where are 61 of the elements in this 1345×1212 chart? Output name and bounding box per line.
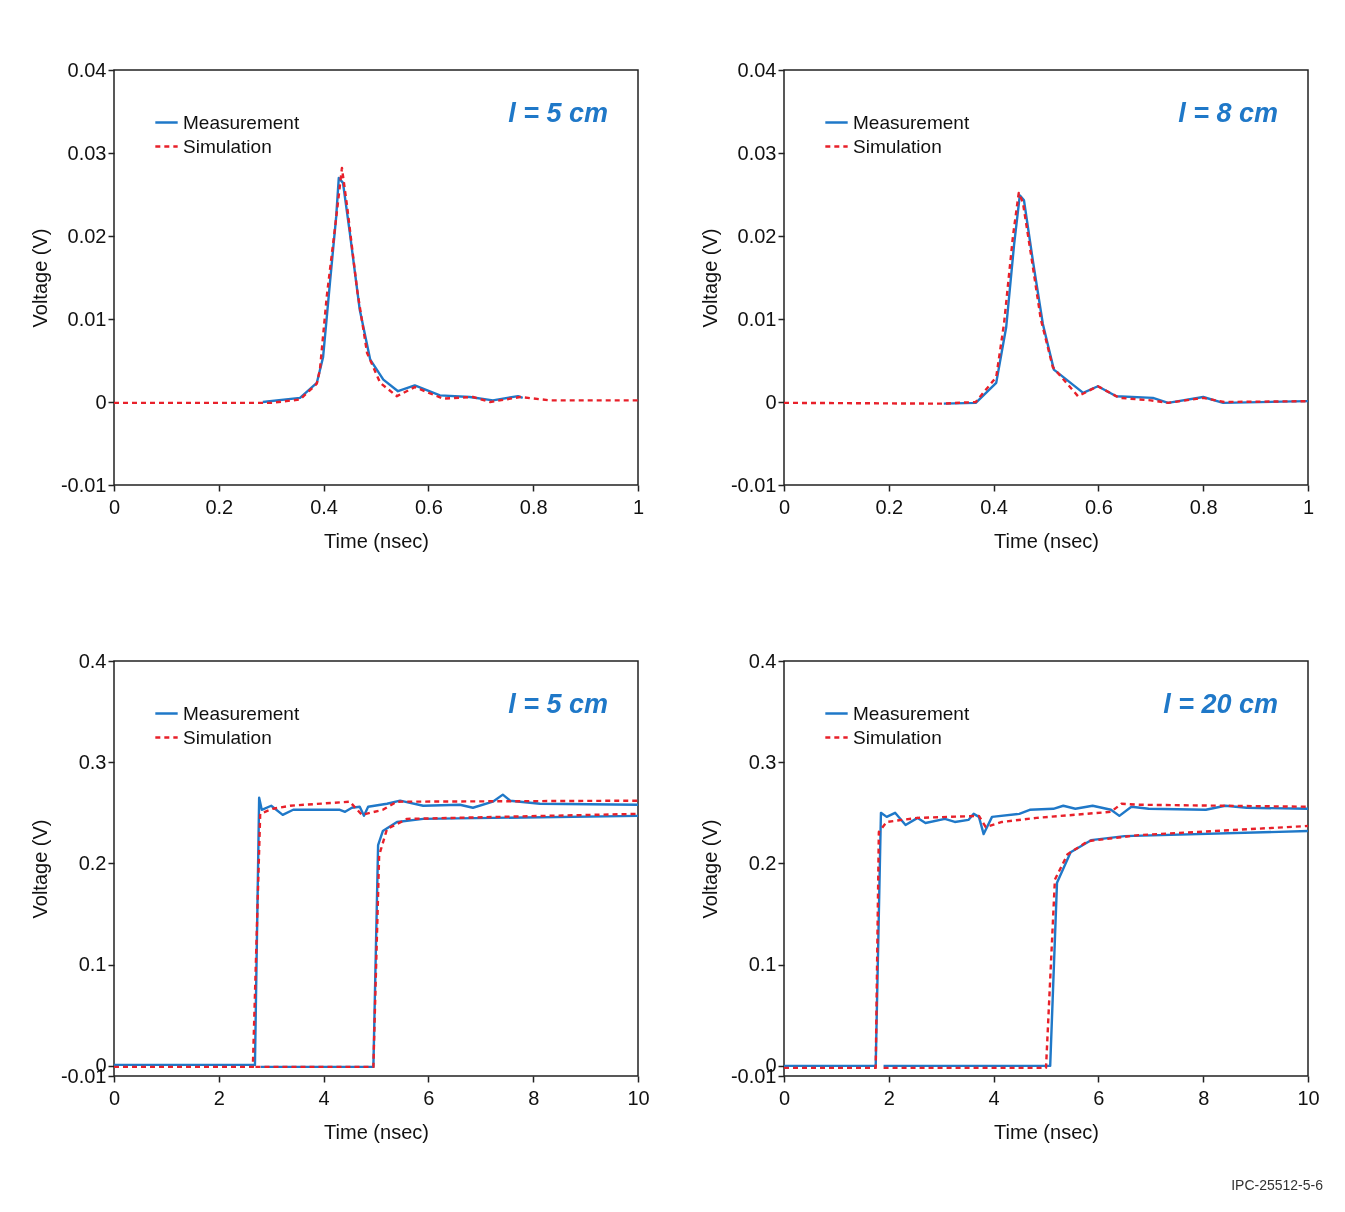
x-tick-label: 0.8 [1189,495,1218,518]
x-tick-label: 0.4 [980,495,1009,518]
x-tick-label: 0.6 [414,495,443,518]
x-tick-label: 1 [1302,495,1315,518]
x-axis-title: Time (nsec) [994,529,1099,552]
annotation: l = 8 cm [1178,98,1278,128]
y-tick-label: 0.02 [67,224,107,247]
y-tick-label: 0.1 [78,953,107,976]
y-axis-title: Voltage (V) [28,228,51,328]
x-tick-label: 6 [423,1086,435,1109]
y-tick-label: 0.04 [737,58,777,81]
y-tick-label: 0.04 [67,58,107,81]
x-axis-title: Time (nsec) [994,1120,1099,1143]
legend-label: Measurement [853,111,970,133]
y-tick-label: -0.01 [60,473,107,496]
y-tick-label: 0.3 [748,750,777,773]
y-tick-label: 0.02 [737,224,777,247]
x-tick-label: 1 [632,495,645,518]
legend-label: Measurement [183,111,300,133]
y-tick-label: 0 [95,390,107,413]
y-tick-label: -0.01 [730,473,777,496]
x-tick-label: 0.6 [1084,495,1113,518]
y-tick-label: 0 [765,390,777,413]
x-tick-label: 10 [627,1086,650,1109]
x-tick-label: 8 [1198,1086,1210,1109]
x-tick-label: 2 [213,1086,225,1109]
x-tick-label: 10 [1297,1086,1320,1109]
annotation: l = 5 cm [508,689,608,719]
x-tick-label: 0.8 [519,495,548,518]
x-tick-label: 4 [318,1086,330,1109]
annotation: l = 5 cm [508,98,608,128]
y-tick-label: 0.03 [737,141,777,164]
x-tick-label: 2 [883,1086,895,1109]
y-tick-label: 0.01 [67,307,107,330]
legend-label: Simulation [183,726,272,748]
y-tick-label: 0.01 [737,307,777,330]
legend-label: Simulation [183,135,272,157]
y-tick-label: 0.03 [67,141,107,164]
y-axis-title: Voltage (V) [698,819,721,919]
y-tick-label: 0.4 [748,649,777,672]
x-tick-label: 0.4 [310,495,339,518]
x-tick-label: 8 [528,1086,540,1109]
text: IPC-25512-5-6 [1231,1177,1324,1193]
x-tick-label: 0.2 [205,495,234,518]
x-axis-title: Time (nsec) [324,529,429,552]
y-tick-label: 0.4 [78,649,107,672]
legend-label: Measurement [183,702,300,724]
y-axis-title: Voltage (V) [698,228,721,328]
x-tick-label: 0.2 [875,495,904,518]
x-tick-label: 4 [988,1086,1000,1109]
legend-label: Measurement [853,702,970,724]
y-tick-label: 0.1 [748,953,777,976]
x-tick-label: 6 [1093,1086,1105,1109]
legend-label: Simulation [853,726,942,748]
x-axis-title: Time (nsec) [324,1120,429,1143]
y-tick-label: 0.2 [78,851,107,874]
legend-label: Simulation [853,135,942,157]
y-axis-title: Voltage (V) [28,819,51,919]
annotation: l = 20 cm [1163,689,1278,719]
y-tick-label: 0.2 [748,851,777,874]
y-tick-label: 0.3 [78,750,107,773]
